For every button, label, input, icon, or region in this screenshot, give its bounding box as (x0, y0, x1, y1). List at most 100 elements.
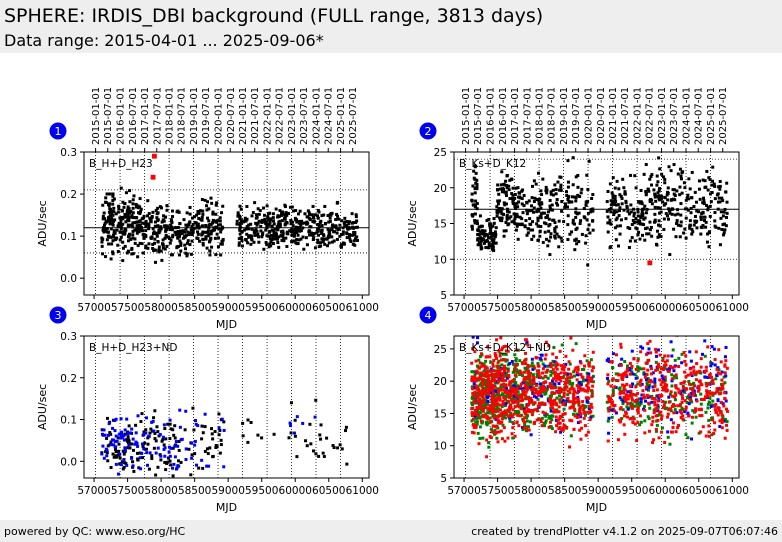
data-point (613, 210, 617, 214)
data-point (617, 373, 621, 377)
data-point (500, 212, 504, 216)
data-point (678, 185, 682, 189)
data-point (633, 239, 637, 243)
data-point (133, 241, 137, 245)
data-point (152, 230, 156, 234)
data-point (180, 232, 184, 236)
data-point (513, 373, 517, 377)
data-point (491, 362, 495, 366)
data-point (715, 387, 719, 391)
data-point (687, 402, 691, 406)
data-point (258, 208, 262, 212)
data-point (470, 419, 474, 423)
data-point (149, 236, 153, 240)
data-point (108, 202, 112, 206)
data-point (675, 189, 679, 193)
data-point (700, 383, 704, 387)
data-point (323, 242, 327, 246)
data-point (267, 234, 271, 238)
data-point (630, 366, 634, 370)
data-point (684, 198, 688, 202)
data-point (670, 379, 674, 383)
data-point (577, 240, 581, 244)
data-point (655, 174, 659, 178)
data-point (559, 236, 563, 240)
data-point (470, 227, 474, 231)
data-point (720, 426, 724, 430)
header-bar: SPHERE: IRDIS_DBI background (FULL range… (0, 0, 782, 53)
data-point (551, 403, 555, 407)
data-point (219, 443, 223, 447)
data-point (655, 388, 659, 392)
data-point (628, 226, 632, 230)
data-point (539, 189, 543, 193)
data-point (112, 232, 116, 236)
data-point (488, 388, 492, 392)
date-tick-label: 2020-01-01 (584, 87, 595, 145)
data-point (205, 246, 209, 250)
data-point (470, 192, 474, 196)
data-point (311, 219, 315, 223)
data-point (581, 375, 585, 379)
data-point (308, 213, 312, 217)
data-point (658, 206, 662, 210)
data-point (687, 379, 691, 383)
data-point (196, 230, 200, 234)
data-point (606, 215, 610, 219)
data-point (579, 219, 583, 223)
data-point (616, 379, 620, 383)
data-point (686, 436, 690, 440)
data-point (167, 450, 171, 454)
data-point (334, 226, 338, 230)
data-point (548, 207, 552, 211)
data-point (679, 174, 683, 178)
data-point (159, 458, 163, 462)
data-point (663, 181, 667, 185)
data-point (692, 369, 696, 373)
x-tick-label: 60000 (649, 485, 682, 497)
data-point (257, 235, 261, 239)
data-point (184, 251, 188, 255)
data-point (692, 223, 696, 227)
data-point (271, 212, 275, 216)
data-point (530, 237, 534, 241)
data-point (666, 214, 670, 218)
data-point (200, 437, 204, 441)
data-point (550, 418, 554, 422)
data-point (688, 187, 692, 191)
data-point (645, 383, 649, 387)
data-point (626, 226, 630, 230)
data-point (522, 410, 526, 414)
data-point (661, 175, 665, 179)
data-point (623, 388, 627, 392)
data-point (562, 388, 566, 392)
data-point (193, 419, 197, 423)
data-point (557, 386, 561, 390)
data-point (656, 418, 660, 422)
data-point (626, 209, 630, 213)
data-point (675, 222, 679, 226)
data-point (488, 420, 492, 424)
data-point (523, 351, 527, 355)
data-point (553, 228, 557, 232)
data-point (481, 381, 485, 385)
data-point (290, 240, 294, 244)
data-point (153, 241, 157, 245)
data-point (643, 404, 646, 408)
data-point (688, 350, 692, 354)
data-point (119, 463, 123, 467)
data-point (319, 229, 323, 233)
data-point (500, 358, 504, 362)
data-point (267, 245, 271, 249)
data-point (550, 391, 554, 395)
data-point (190, 453, 194, 457)
data-point (688, 223, 692, 227)
data-point (643, 372, 647, 376)
data-point (610, 400, 614, 404)
data-point (280, 219, 284, 223)
data-point (177, 448, 181, 452)
data-point (218, 451, 222, 455)
data-point (523, 338, 527, 342)
data-point (626, 390, 630, 394)
data-point (114, 462, 118, 466)
